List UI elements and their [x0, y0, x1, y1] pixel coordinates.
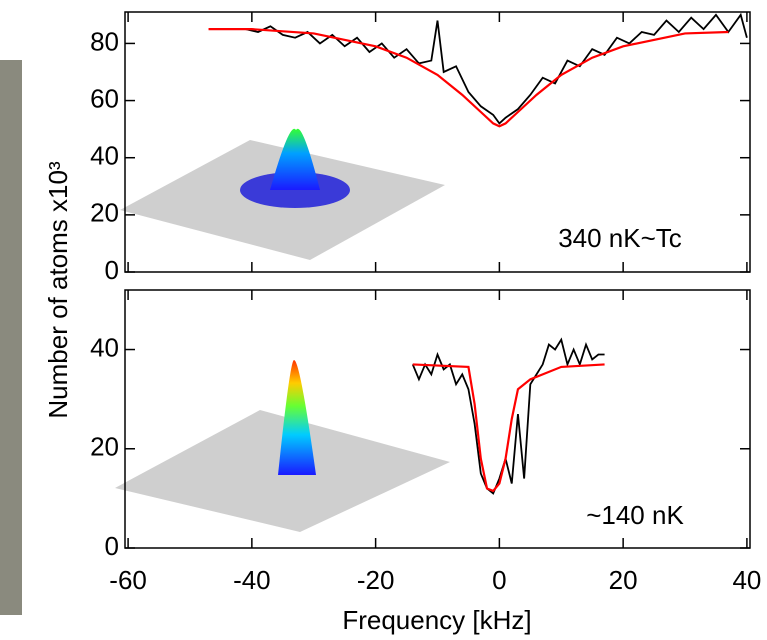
x-tick-label: -20 [357, 565, 395, 595]
surface-peak [278, 360, 316, 475]
x-tick-label: -60 [109, 565, 147, 595]
plot-frame [124, 11, 751, 273]
y-tick-label: 80 [90, 26, 119, 56]
y-tick-label: 0 [105, 531, 119, 561]
annotation: 340 nK~Tc [558, 223, 682, 253]
y-tick-label: 40 [90, 141, 119, 171]
y-tick-label: 20 [90, 432, 119, 462]
x-tick-label: 0 [492, 565, 506, 595]
data-line [245, 12, 748, 125]
x-tick-label: 20 [609, 565, 638, 595]
y-tick-label: 60 [90, 83, 119, 113]
background-photo [0, 60, 22, 615]
data-line [208, 28, 729, 128]
y-tick-label: 40 [90, 332, 119, 362]
y-axis-label: Number of atoms x10³ [43, 161, 73, 419]
x-axis-label: Frequency [kHz] [342, 605, 531, 635]
plot-frame [124, 289, 751, 549]
data-line [411, 337, 605, 495]
x-tick-label: -40 [233, 565, 271, 595]
surface-peak [270, 128, 320, 190]
y-tick-label: 0 [105, 255, 119, 285]
y-tick-label: 20 [90, 198, 119, 228]
annotation: ~140 nK [586, 500, 684, 530]
data-line [412, 363, 605, 493]
x-tick-label: 40 [732, 565, 761, 595]
